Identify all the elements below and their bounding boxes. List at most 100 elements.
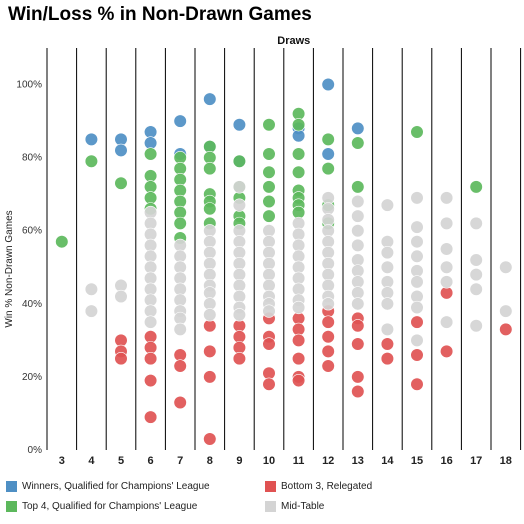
data-point-mid-table	[410, 235, 424, 249]
data-point-mid-table	[380, 322, 395, 337]
data-point-top-4-qualified-for-champions-league	[232, 154, 246, 168]
data-point-bottom-3-relegated	[203, 432, 217, 446]
data-point-bottom-3-relegated	[321, 344, 335, 358]
chart-title: Win/Loss % in Non-Drawn Games	[8, 4, 312, 25]
legend-label: Top 4, Qualified for Champions' League	[22, 501, 198, 512]
legend-item-bottom3: Bottom 3, Relegated	[265, 481, 372, 492]
data-point-bottom-3-relegated	[499, 322, 513, 337]
data-point-top-4-qualified-for-champions-league	[321, 132, 335, 146]
data-point-bottom-3-relegated	[114, 352, 128, 366]
data-point-mid-table	[380, 297, 395, 311]
data-point-bottom-3-relegated	[203, 370, 217, 384]
legend-label: Mid-Table	[281, 501, 325, 512]
data-point-mid-table	[351, 209, 365, 223]
data-point-bottom-3-relegated	[144, 352, 158, 366]
data-point-mid-table	[292, 300, 306, 315]
data-point-mid-table	[203, 308, 217, 322]
data-point-bottom-3-relegated	[292, 333, 306, 347]
data-point-winners-qualified-for-champions-league	[114, 143, 128, 157]
legend-label: Bottom 3, Relegated	[281, 481, 373, 492]
data-point-mid-table	[410, 275, 424, 289]
data-point-top-4-qualified-for-champions-league	[262, 147, 276, 161]
data-point-top-4-qualified-for-champions-league	[351, 136, 365, 150]
legend-item-midtable: Mid-Table	[265, 501, 324, 512]
y-tick-label: 100%	[16, 80, 42, 91]
data-point-bottom-3-relegated	[410, 348, 424, 362]
y-tick-label: 0%	[28, 445, 43, 456]
data-point-winners-qualified-for-champions-league	[321, 77, 335, 92]
data-point-bottom-3-relegated	[380, 337, 395, 351]
tick-layer: 0% 20% 40% 60% 80% 100% 3 4 5 6 7 8 9 10 11 12 13 14 15 16 1…	[16, 80, 512, 467]
x-tick-label: 10	[263, 455, 275, 467]
data-point-bottom-3-relegated	[351, 370, 365, 384]
x-tick-label: 4	[88, 455, 95, 467]
legend-swatch-midtable-icon	[265, 501, 276, 512]
y-axis-title: Win % Non-Drawn Games	[4, 210, 15, 327]
legend-item-top4: Top 4, Qualified for Champions' League	[6, 501, 197, 512]
data-point-top-4-qualified-for-champions-league	[262, 180, 276, 194]
x-tick-label: 16	[440, 455, 452, 467]
data-point-top-4-qualified-for-champions-league	[173, 216, 187, 231]
legend-swatch-winners-icon	[6, 481, 17, 492]
data-point-bottom-3-relegated	[292, 352, 306, 366]
data-point-mid-table	[410, 220, 424, 234]
data-point-mid-table	[440, 191, 454, 205]
data-point-bottom-3-relegated	[380, 352, 395, 366]
data-point-winners-qualified-for-champions-league	[232, 118, 246, 132]
data-point-top-4-qualified-for-champions-league	[203, 162, 217, 176]
data-point-mid-table	[232, 308, 246, 322]
data-point-winners-qualified-for-champions-league	[351, 121, 365, 135]
data-point-bottom-3-relegated	[262, 377, 276, 391]
x-tick-label: 15	[411, 455, 423, 467]
legend-swatch-top4-icon	[6, 501, 17, 512]
data-point-mid-table	[410, 249, 424, 263]
point-layer	[55, 77, 513, 446]
data-point-top-4-qualified-for-champions-league	[114, 176, 128, 190]
data-point-top-4-qualified-for-champions-league	[469, 180, 483, 194]
data-point-top-4-qualified-for-champions-league	[84, 154, 98, 168]
data-point-winners-qualified-for-champions-league	[321, 147, 335, 161]
data-point-mid-table	[380, 260, 395, 274]
x-tick-label: 11	[293, 455, 305, 467]
data-point-top-4-qualified-for-champions-league	[203, 202, 217, 216]
legend-label: Winners, Qualified for Champions' League	[22, 481, 210, 492]
data-point-mid-table	[410, 191, 424, 205]
data-point-top-4-qualified-for-champions-league	[55, 235, 69, 249]
data-point-mid-table	[380, 246, 395, 260]
data-point-mid-table	[232, 198, 246, 212]
data-point-bottom-3-relegated	[144, 373, 158, 388]
data-point-mid-table	[144, 315, 158, 329]
data-point-mid-table	[351, 224, 365, 238]
y-tick-label: 40%	[22, 299, 42, 310]
data-point-mid-table	[351, 297, 365, 311]
data-point-mid-table	[440, 260, 454, 274]
x-tick-label: 7	[177, 455, 183, 467]
y-tick-label: 80%	[22, 153, 42, 164]
y-tick-label: 60%	[22, 226, 42, 237]
x-tick-label: 13	[352, 455, 364, 467]
x-tick-label: 17	[470, 455, 482, 467]
grid-layer	[46, 48, 522, 450]
data-point-top-4-qualified-for-champions-league	[292, 147, 306, 161]
data-point-mid-table	[173, 322, 187, 337]
data-point-top-4-qualified-for-champions-league	[262, 209, 276, 223]
data-point-winners-qualified-for-champions-league	[173, 114, 187, 128]
data-point-bottom-3-relegated	[173, 395, 187, 410]
data-point-mid-table	[469, 253, 483, 267]
x-tick-label: 18	[500, 455, 512, 467]
x-tick-label: 5	[118, 455, 124, 467]
data-point-bottom-3-relegated	[321, 330, 335, 344]
data-point-top-4-qualified-for-champions-league	[292, 165, 306, 179]
data-point-mid-table	[410, 333, 424, 347]
data-point-mid-table	[84, 282, 98, 296]
data-point-mid-table	[469, 282, 483, 296]
data-point-mid-table	[469, 319, 483, 333]
data-point-mid-table	[440, 315, 454, 329]
legend-swatch-bottom3-icon	[265, 481, 276, 492]
data-point-mid-table	[351, 238, 365, 252]
data-point-top-4-qualified-for-champions-league	[292, 118, 306, 132]
data-point-bottom-3-relegated	[440, 344, 454, 358]
data-point-mid-table	[469, 216, 483, 231]
data-point-winners-qualified-for-champions-league	[84, 132, 98, 146]
